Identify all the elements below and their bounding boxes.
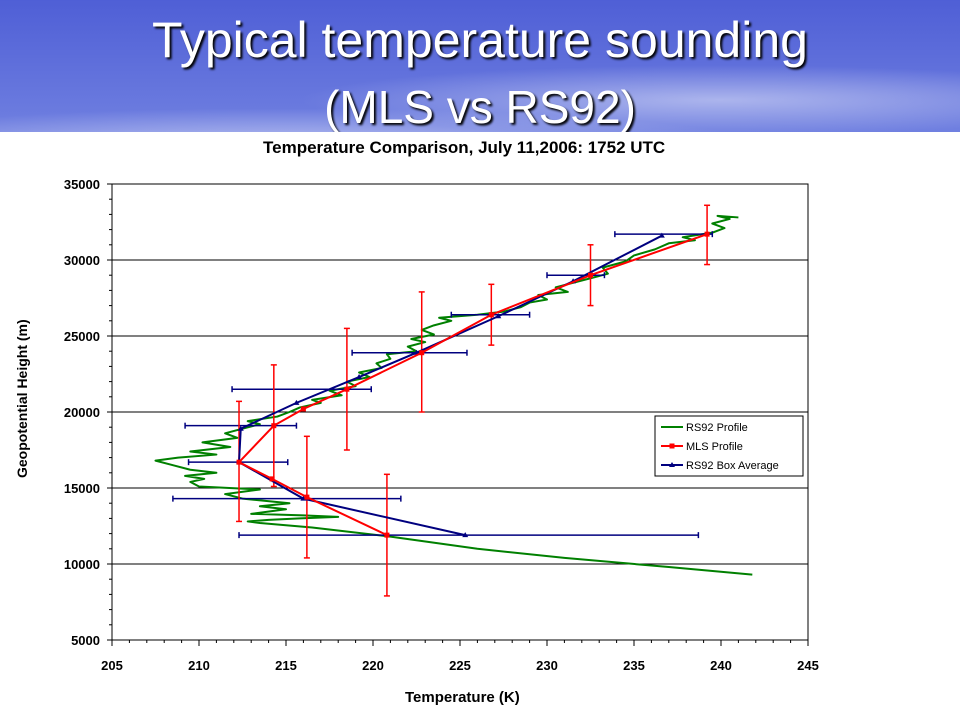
x-tick-label: 240 bbox=[710, 658, 732, 673]
point-mls-profile bbox=[384, 532, 390, 538]
x-tick-label: 235 bbox=[623, 658, 645, 673]
slide-subtitle: (MLS vs RS92) bbox=[324, 81, 636, 133]
y-tick-label: 5000 bbox=[71, 633, 100, 648]
x-tick-label: 205 bbox=[101, 658, 123, 673]
point-mls-profile bbox=[588, 272, 593, 278]
point-mls-profile bbox=[488, 312, 494, 318]
point-mls-profile bbox=[419, 350, 425, 356]
point-mls-profile bbox=[704, 231, 710, 237]
point-mls-profile bbox=[304, 494, 310, 500]
legend-label: RS92 Profile bbox=[686, 422, 748, 434]
point-rs92-box-average bbox=[495, 313, 502, 319]
x-tick-label: 230 bbox=[536, 658, 558, 673]
x-axis-title: Temperature (K) bbox=[405, 689, 520, 706]
chart-title: Temperature Comparison, July 11,2006: 17… bbox=[263, 138, 666, 157]
legend-marker bbox=[669, 443, 675, 449]
point-mls-profile bbox=[300, 406, 306, 412]
point-mls-profile bbox=[236, 459, 242, 465]
point-rs92-box-average bbox=[237, 425, 244, 431]
y-tick-label: 35000 bbox=[64, 177, 100, 192]
point-rs92-box-average bbox=[462, 532, 469, 538]
y-axis-title: Geopotential Height (m) bbox=[14, 319, 30, 478]
legend-label: MLS Profile bbox=[686, 441, 743, 453]
y-tick-label: 25000 bbox=[64, 329, 100, 344]
y-tick-label: 20000 bbox=[64, 405, 100, 420]
slide-title: Typical temperature sounding bbox=[152, 12, 808, 68]
x-tick-label: 245 bbox=[797, 658, 819, 673]
point-mls-profile bbox=[271, 423, 277, 429]
y-tick-label: 10000 bbox=[64, 557, 100, 572]
y-tick-label: 30000 bbox=[64, 253, 100, 268]
point-rs92-box-average bbox=[658, 232, 665, 238]
legend-marker bbox=[669, 462, 675, 467]
y-tick-label: 15000 bbox=[64, 481, 100, 496]
legend-label: RS92 Box Average bbox=[686, 460, 779, 472]
x-tick-label: 220 bbox=[362, 658, 384, 673]
point-rs92-box-average bbox=[356, 374, 363, 380]
point-mls-profile bbox=[344, 386, 350, 392]
x-tick-label: 225 bbox=[449, 658, 471, 673]
x-tick-label: 215 bbox=[275, 658, 297, 673]
point-mls-profile bbox=[269, 476, 275, 482]
x-tick-label: 210 bbox=[188, 658, 210, 673]
point-rs92-box-average bbox=[293, 399, 300, 405]
